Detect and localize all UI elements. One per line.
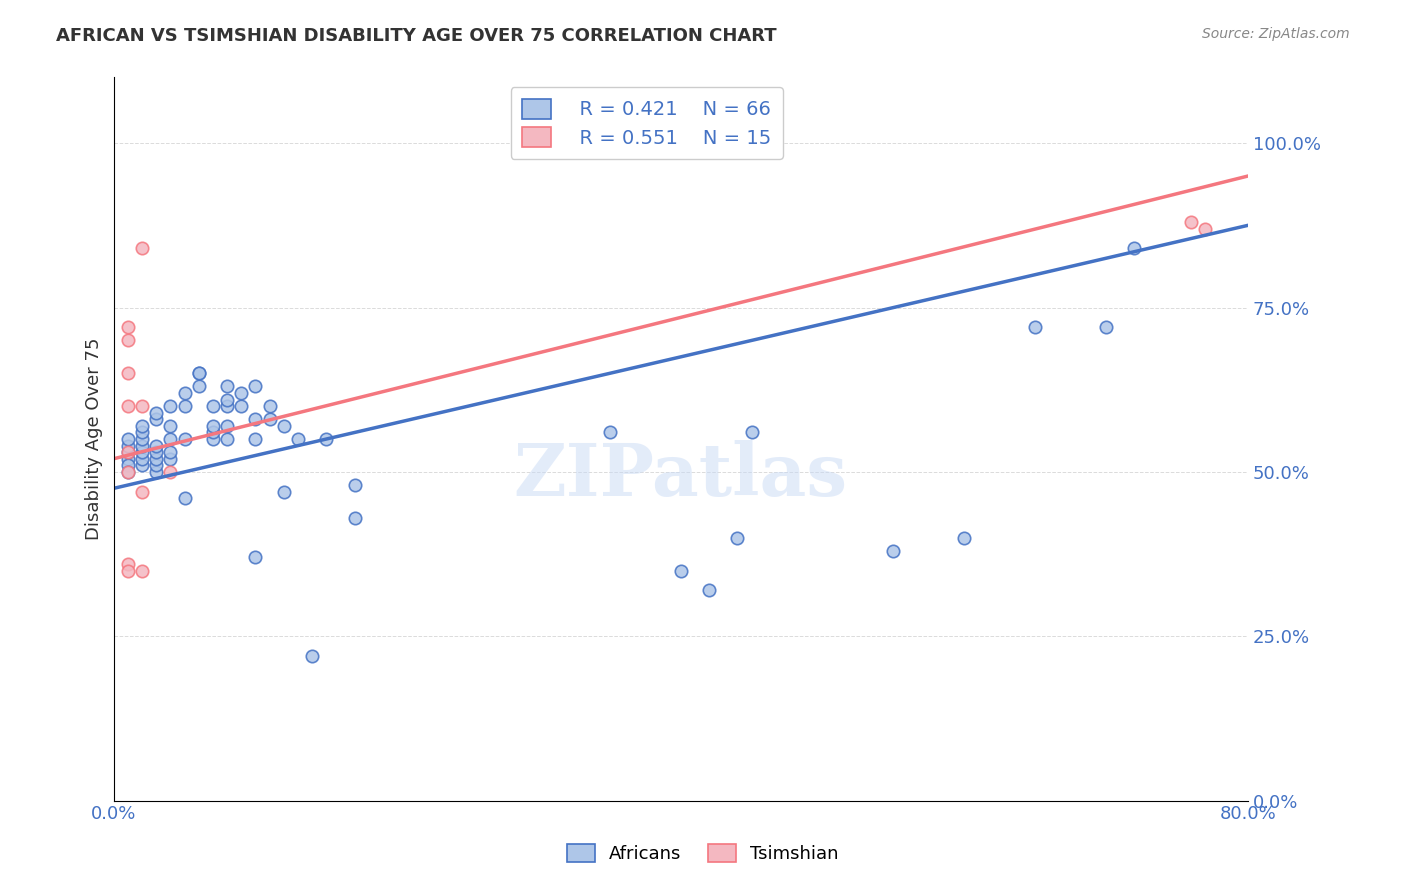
Point	[301, 648, 323, 663]
Point	[131, 432, 153, 446]
Point	[1194, 221, 1216, 235]
Point	[217, 392, 239, 407]
Text: Source: ZipAtlas.com: Source: ZipAtlas.com	[1202, 27, 1350, 41]
Point	[173, 399, 195, 413]
Point	[131, 418, 153, 433]
Point	[145, 439, 167, 453]
Point	[117, 451, 139, 466]
Point	[245, 550, 267, 565]
Point	[201, 418, 224, 433]
Point	[245, 379, 267, 393]
Point	[159, 399, 181, 413]
Point	[343, 511, 366, 525]
Point	[131, 451, 153, 466]
Point	[117, 564, 139, 578]
Point	[231, 399, 253, 413]
Point	[145, 451, 167, 466]
Point	[117, 557, 139, 571]
Point	[131, 241, 153, 255]
Point	[201, 425, 224, 440]
Point	[217, 432, 239, 446]
Point	[117, 465, 139, 479]
Point	[245, 412, 267, 426]
Point	[201, 432, 224, 446]
Point	[1180, 215, 1202, 229]
Legend:   R = 0.421    N = 66,   R = 0.551    N = 15: R = 0.421 N = 66, R = 0.551 N = 15	[510, 87, 783, 160]
Point	[231, 386, 253, 401]
Point	[245, 432, 267, 446]
Point	[117, 334, 139, 348]
Point	[131, 425, 153, 440]
Point	[599, 425, 621, 440]
Point	[159, 418, 181, 433]
Point	[273, 418, 295, 433]
Point	[217, 418, 239, 433]
Point	[159, 445, 181, 459]
Point	[882, 543, 904, 558]
Point	[159, 451, 181, 466]
Point	[259, 399, 281, 413]
Point	[131, 445, 153, 459]
Point	[117, 445, 139, 459]
Point	[145, 412, 167, 426]
Point	[1123, 241, 1146, 255]
Point	[117, 439, 139, 453]
Point	[117, 445, 139, 459]
Point	[259, 412, 281, 426]
Point	[217, 399, 239, 413]
Point	[159, 432, 181, 446]
Point	[117, 465, 139, 479]
Point	[173, 491, 195, 506]
Point	[117, 458, 139, 473]
Point	[1024, 320, 1046, 334]
Point	[131, 484, 153, 499]
Point	[201, 399, 224, 413]
Point	[131, 564, 153, 578]
Point	[1095, 320, 1118, 334]
Text: ZIPatlas: ZIPatlas	[513, 440, 848, 511]
Point	[187, 366, 209, 380]
Point	[145, 458, 167, 473]
Point	[145, 465, 167, 479]
Point	[117, 320, 139, 334]
Point	[131, 458, 153, 473]
Point	[117, 399, 139, 413]
Y-axis label: Disability Age Over 75: Disability Age Over 75	[86, 338, 103, 541]
Point	[145, 406, 167, 420]
Text: AFRICAN VS TSIMSHIAN DISABILITY AGE OVER 75 CORRELATION CHART: AFRICAN VS TSIMSHIAN DISABILITY AGE OVER…	[56, 27, 778, 45]
Point	[273, 484, 295, 499]
Point	[117, 432, 139, 446]
Point	[741, 425, 763, 440]
Point	[159, 465, 181, 479]
Point	[145, 445, 167, 459]
Point	[131, 439, 153, 453]
Point	[173, 386, 195, 401]
Point	[187, 379, 209, 393]
Point	[217, 379, 239, 393]
Point	[173, 432, 195, 446]
Point	[697, 583, 720, 598]
Point	[117, 366, 139, 380]
Point	[131, 399, 153, 413]
Point	[287, 432, 309, 446]
Point	[187, 366, 209, 380]
Point	[727, 531, 749, 545]
Point	[343, 478, 366, 492]
Legend: Africans, Tsimshian: Africans, Tsimshian	[557, 833, 849, 874]
Point	[315, 432, 337, 446]
Point	[669, 564, 692, 578]
Point	[953, 531, 976, 545]
